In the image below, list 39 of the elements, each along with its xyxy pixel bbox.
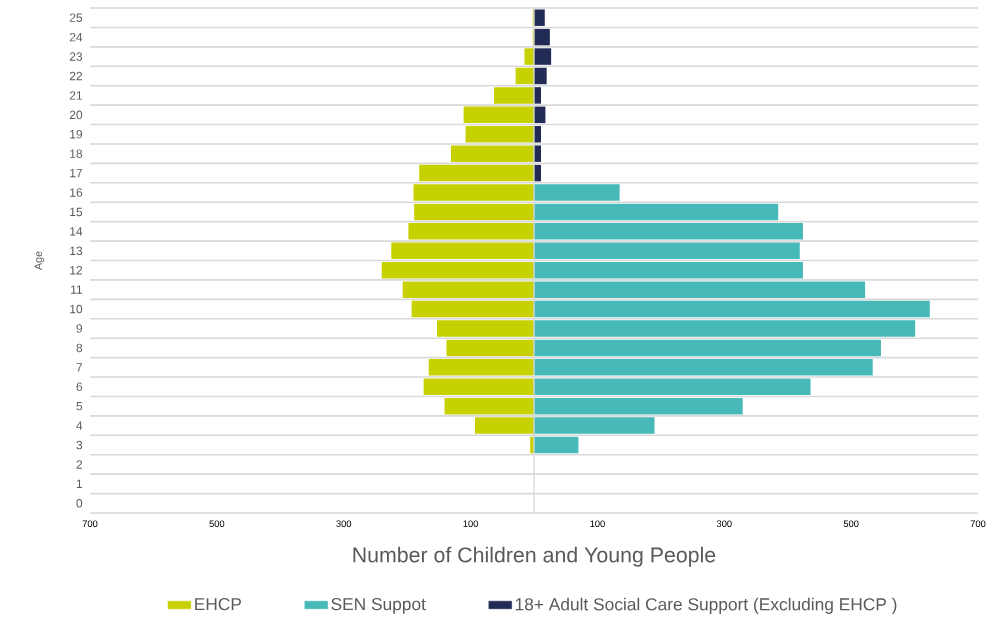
x-axis-title: Number of Children and Young People xyxy=(353,546,716,567)
x-tick-label: 500 xyxy=(843,520,859,527)
y-tick-label: 3 xyxy=(76,440,83,450)
y-tick-label: 4 xyxy=(76,421,83,430)
y-tick-label: 21 xyxy=(69,91,83,100)
y-tick-label: 8 xyxy=(76,343,83,353)
y-tick-label: 19 xyxy=(70,130,83,139)
x-tick-label: 500 xyxy=(209,520,225,527)
y-tick-label: 15 xyxy=(70,207,83,217)
y-tick-label: 22 xyxy=(69,71,83,81)
y-tick-label: 23 xyxy=(69,52,83,61)
y-tick-label: 14 xyxy=(70,227,83,236)
y-tick-label: 1 xyxy=(76,479,83,488)
y-tick-label: 18 xyxy=(70,149,83,158)
x-tick-label: 100 xyxy=(590,520,605,527)
y-tick-label: 11 xyxy=(71,285,83,294)
y-tick-label: 16 xyxy=(70,188,83,197)
y-tick-label: 13 xyxy=(70,246,83,256)
x-tick-label: 700 xyxy=(970,520,986,527)
y-tick-label: 10 xyxy=(70,304,83,314)
legend-label: 18+ Adult Social Care Support (Excluding EHCP ) xyxy=(515,597,897,614)
y-tick-label: 5 xyxy=(76,401,83,411)
y-tick-label: 12 xyxy=(70,266,83,275)
y-axis-title: Age xyxy=(34,251,45,270)
y-tick-label: 25 xyxy=(69,13,83,22)
y-tick-label: 0 xyxy=(76,499,83,508)
y-tick-label: 24 xyxy=(69,32,83,42)
legend-label: EHCP xyxy=(195,597,241,611)
x-tick-label: 100 xyxy=(463,520,478,527)
x-tick-label: 300 xyxy=(336,520,352,527)
y-tick-label: 6 xyxy=(76,382,83,392)
x-tick-label: 300 xyxy=(716,520,732,527)
x-tick-label: 700 xyxy=(82,520,98,527)
y-tick-label: 9 xyxy=(76,324,83,333)
y-tick-label: 17 xyxy=(70,168,83,178)
legend-label: SEN Suppot xyxy=(331,597,426,614)
y-tick-label: 20 xyxy=(69,110,83,120)
y-tick-label: 7 xyxy=(76,363,83,372)
y-tick-label: 2 xyxy=(76,460,83,469)
